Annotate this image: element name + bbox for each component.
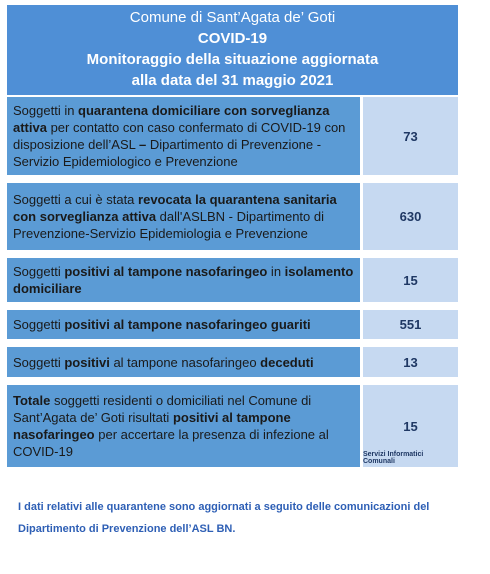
row-label: Soggetti positivi al tampone nasofaringe…	[7, 347, 360, 377]
label-segment: quarantena domiciliare con sorveglianza …	[13, 103, 330, 135]
label-segment: positivi al tampone nasofaringeo guariti	[64, 317, 311, 332]
row-value: 73	[363, 97, 458, 175]
row-value: 630	[363, 183, 458, 250]
label-segment: Soggetti	[13, 354, 65, 370]
label-segment: Dipartimento di Prevenzione - Servizio E…	[13, 137, 322, 169]
label-segment: Soggetti in	[13, 103, 79, 118]
header-line: Comune di Sant’Agata de’ Goti	[129, 9, 336, 26]
label-segment: Soggetti	[13, 264, 65, 279]
label-text: Soggetti positivi al tampone nasofaringe…	[13, 354, 314, 371]
row-label: Soggetti a cui è stata revocata la quara…	[7, 183, 360, 250]
label-segment: dall'ASLBN - Dipartimento di Prevenzione…	[13, 209, 325, 241]
value-text: 15	[403, 272, 418, 288]
row-value: 13	[363, 347, 458, 377]
label-text: Soggetti positivi al tampone nasofaringe…	[13, 263, 354, 297]
value-text: 15	[403, 418, 418, 434]
row-label: Totale soggetti residenti o domiciliati …	[7, 385, 360, 467]
value-text: 630	[399, 209, 422, 224]
table-row: Soggetti positivi al tampone nasofaringe…	[7, 347, 458, 377]
value-text: 73	[403, 128, 418, 144]
row-value: 551	[363, 310, 458, 339]
row-label: Soggetti in quarantena domiciliare con s…	[7, 97, 360, 175]
label-segment: positivi	[64, 354, 110, 370]
label-segment: isolamento domiciliare	[13, 264, 354, 296]
label-segment: per accertare la presenza di infezione a…	[13, 427, 329, 459]
table-row: Soggetti a cui è stata revocata la quara…	[7, 183, 458, 250]
label-segment: Soggetti a cui è stata	[13, 192, 139, 207]
value-text: 551	[399, 317, 422, 332]
header-line: COVID-19	[197, 30, 268, 47]
row-value: 15	[363, 258, 458, 302]
header: Comune di Sant’Agata de’ Goti COVID-19 Mon…	[7, 5, 458, 95]
label-segment: soggetti residenti o domiciliati nel Com…	[13, 393, 312, 425]
header-line: alla data del 31 maggio 2021	[131, 72, 334, 89]
label-text: Totale soggetti residenti o domiciliati …	[13, 392, 354, 460]
header-line: Monitoraggio della situazione aggiornata	[86, 51, 379, 68]
label-segment: positivi al tampone nasofaringeo	[13, 410, 291, 442]
table: Soggetti in quarantena domiciliare con s…	[7, 97, 458, 475]
label-segment: –	[138, 137, 147, 152]
table-row: Totale soggetti residenti o domiciliati …	[7, 385, 458, 467]
table-row: Soggetti in quarantena domiciliare con s…	[7, 97, 458, 175]
label-segment: positivi al tampone nasofaringeo	[64, 264, 268, 279]
table-row: Soggetti positivi al tampone nasofaringe…	[7, 310, 458, 339]
label-segment: per contatto con caso confermato di COVI…	[13, 120, 346, 152]
row-label: Soggetti positivi al tampone nasofaringe…	[7, 310, 360, 339]
label-segment: in	[267, 264, 285, 279]
label-segment: Soggetti	[13, 317, 65, 332]
table-row: Soggetti positivi al tampone nasofaringe…	[7, 258, 458, 302]
row-label: Soggetti positivi al tampone nasofaringe…	[7, 258, 360, 302]
label-text: Soggetti positivi al tampone nasofaringe…	[13, 316, 311, 333]
label-segment: al tampone nasofaringeo	[109, 354, 261, 370]
value-text: 13	[403, 354, 418, 370]
row-value: 15 Servizi Informatici Comunali	[363, 385, 458, 467]
label-text: Soggetti in quarantena domiciliare con s…	[13, 102, 354, 170]
label-segment: deceduti	[260, 354, 314, 370]
label-segment: revocata la quarantena sanitaria con sor…	[13, 192, 337, 224]
label-segment: Totale	[13, 393, 51, 408]
credit: Servizi Informatici Comunali	[363, 451, 424, 465]
footer-note: I dati relativi alle quarantene sono agg…	[18, 501, 430, 535]
label-text: Soggetti a cui è stata revocata la quara…	[13, 191, 354, 242]
